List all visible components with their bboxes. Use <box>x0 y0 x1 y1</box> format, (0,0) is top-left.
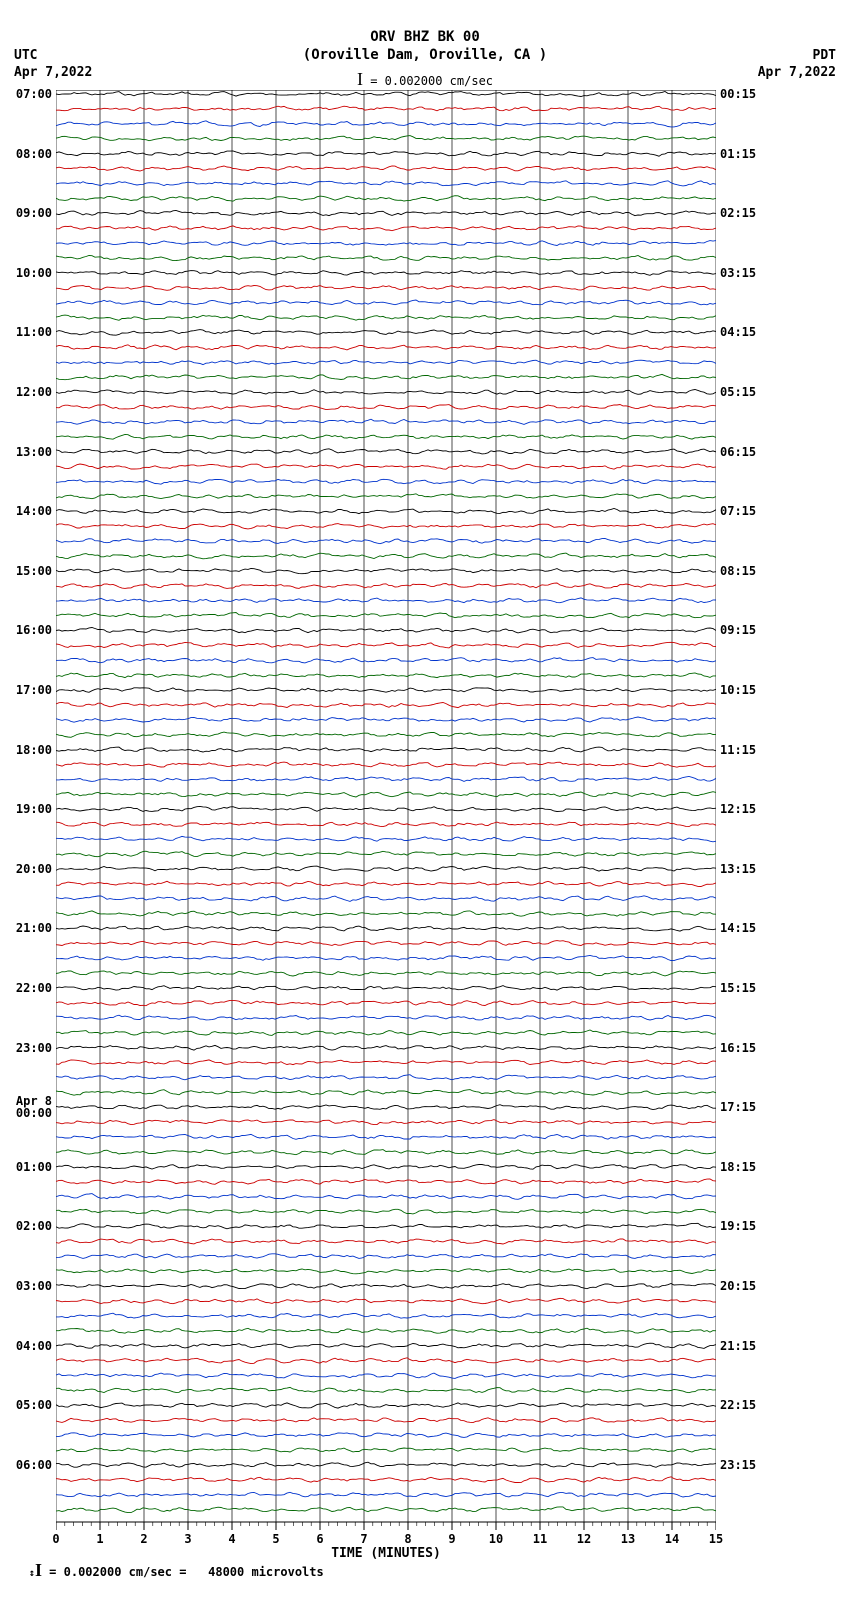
left-time-label: 05:00 <box>16 1399 52 1411</box>
utc-date: Apr 7,2022 <box>14 65 92 82</box>
left-time-label: 19:00 <box>16 803 52 815</box>
right-time-label: 06:15 <box>720 446 756 458</box>
right-time-label: 10:15 <box>720 684 756 696</box>
left-time-label: Apr 8 00:00 <box>16 1095 52 1119</box>
right-time-label: 05:15 <box>720 386 756 398</box>
left-time-label: 14:00 <box>16 505 52 517</box>
left-time-label: 16:00 <box>16 624 52 636</box>
left-time-label: 11:00 <box>16 326 52 338</box>
left-time-label: 04:00 <box>16 1340 52 1352</box>
seismogram-container: UTC Apr 7,2022 PDT Apr 7,2022 ORV BHZ BK… <box>0 0 850 1613</box>
left-time-label: 21:00 <box>16 922 52 934</box>
right-time-label: 09:15 <box>720 624 756 636</box>
left-time-label: 10:00 <box>16 267 52 279</box>
left-time-label: 07:00 <box>16 88 52 100</box>
x-axis-title: TIME (MINUTES) <box>331 1546 441 1561</box>
x-tick-label: 4 <box>228 1532 235 1546</box>
left-time-label: 18:00 <box>16 744 52 756</box>
x-tick-label: 1 <box>96 1532 103 1546</box>
left-time-label: 13:00 <box>16 446 52 458</box>
right-time-label: 13:15 <box>720 863 756 875</box>
left-time-label: 22:00 <box>16 982 52 994</box>
x-tick-label: 2 <box>140 1532 147 1546</box>
right-time-label: 19:15 <box>720 1220 756 1232</box>
left-time-label: 03:00 <box>16 1280 52 1292</box>
tz-right-label: PDT Apr 7,2022 <box>758 48 836 82</box>
left-time-label: 20:00 <box>16 863 52 875</box>
seismogram-svg <box>56 90 716 1532</box>
footer-I-icon: I <box>35 1560 42 1580</box>
right-time-label: 04:15 <box>720 326 756 338</box>
x-tick-label: 3 <box>184 1532 191 1546</box>
right-time-label: 00:15 <box>720 88 756 100</box>
right-time-label: 18:15 <box>720 1161 756 1173</box>
left-time-label: 15:00 <box>16 565 52 577</box>
right-time-label: 08:15 <box>720 565 756 577</box>
right-time-label: 12:15 <box>720 803 756 815</box>
right-time-label: 15:15 <box>720 982 756 994</box>
right-time-label: 02:15 <box>720 207 756 219</box>
scale-text: = 0.002000 cm/sec <box>363 74 493 88</box>
tz-left-label: UTC Apr 7,2022 <box>14 48 92 82</box>
pdt-date: Apr 7,2022 <box>758 65 836 82</box>
right-time-label: 22:15 <box>720 1399 756 1411</box>
x-tick-label: 7 <box>360 1532 367 1546</box>
left-time-label: 06:00 <box>16 1459 52 1471</box>
left-time-label: 09:00 <box>16 207 52 219</box>
right-time-label: 16:15 <box>720 1042 756 1054</box>
x-tick-label: 11 <box>533 1532 547 1546</box>
x-tick-label: 15 <box>709 1532 723 1546</box>
x-tick-label: 12 <box>577 1532 591 1546</box>
x-tick-label: 10 <box>489 1532 503 1546</box>
x-tick-label: 5 <box>272 1532 279 1546</box>
left-time-label: 23:00 <box>16 1042 52 1054</box>
footer-body: = 0.002000 cm/sec = 48000 microvolts <box>42 1565 324 1579</box>
x-tick-label: 9 <box>448 1532 455 1546</box>
right-time-label: 01:15 <box>720 148 756 160</box>
right-time-label: 23:15 <box>720 1459 756 1471</box>
x-tick-label: 0 <box>52 1532 59 1546</box>
right-time-label: 03:15 <box>720 267 756 279</box>
right-time-label: 07:15 <box>720 505 756 517</box>
x-tick-label: 13 <box>621 1532 635 1546</box>
plot-area <box>56 90 716 1522</box>
x-tick-label: 8 <box>404 1532 411 1546</box>
right-time-label: 14:15 <box>720 922 756 934</box>
right-time-label: 20:15 <box>720 1280 756 1292</box>
footer-text: ↕I = 0.002000 cm/sec = 48000 microvolts <box>0 1546 324 1595</box>
station-location: (Oroville Dam, Oroville, CA ) <box>0 46 850 64</box>
left-time-label: 12:00 <box>16 386 52 398</box>
right-time-label: 21:15 <box>720 1340 756 1352</box>
right-time-label: 11:15 <box>720 744 756 756</box>
left-time-label: 08:00 <box>16 148 52 160</box>
utc-label: UTC <box>14 48 92 65</box>
station-code: ORV BHZ BK 00 <box>0 28 850 46</box>
right-time-label: 17:15 <box>720 1101 756 1113</box>
header: ORV BHZ BK 00 (Oroville Dam, Oroville, C… <box>0 0 850 92</box>
left-time-label: 02:00 <box>16 1220 52 1232</box>
left-time-label: 01:00 <box>16 1161 52 1173</box>
x-tick-label: 6 <box>316 1532 323 1546</box>
left-time-label: 17:00 <box>16 684 52 696</box>
pdt-label: PDT <box>758 48 836 65</box>
x-tick-label: 14 <box>665 1532 679 1546</box>
